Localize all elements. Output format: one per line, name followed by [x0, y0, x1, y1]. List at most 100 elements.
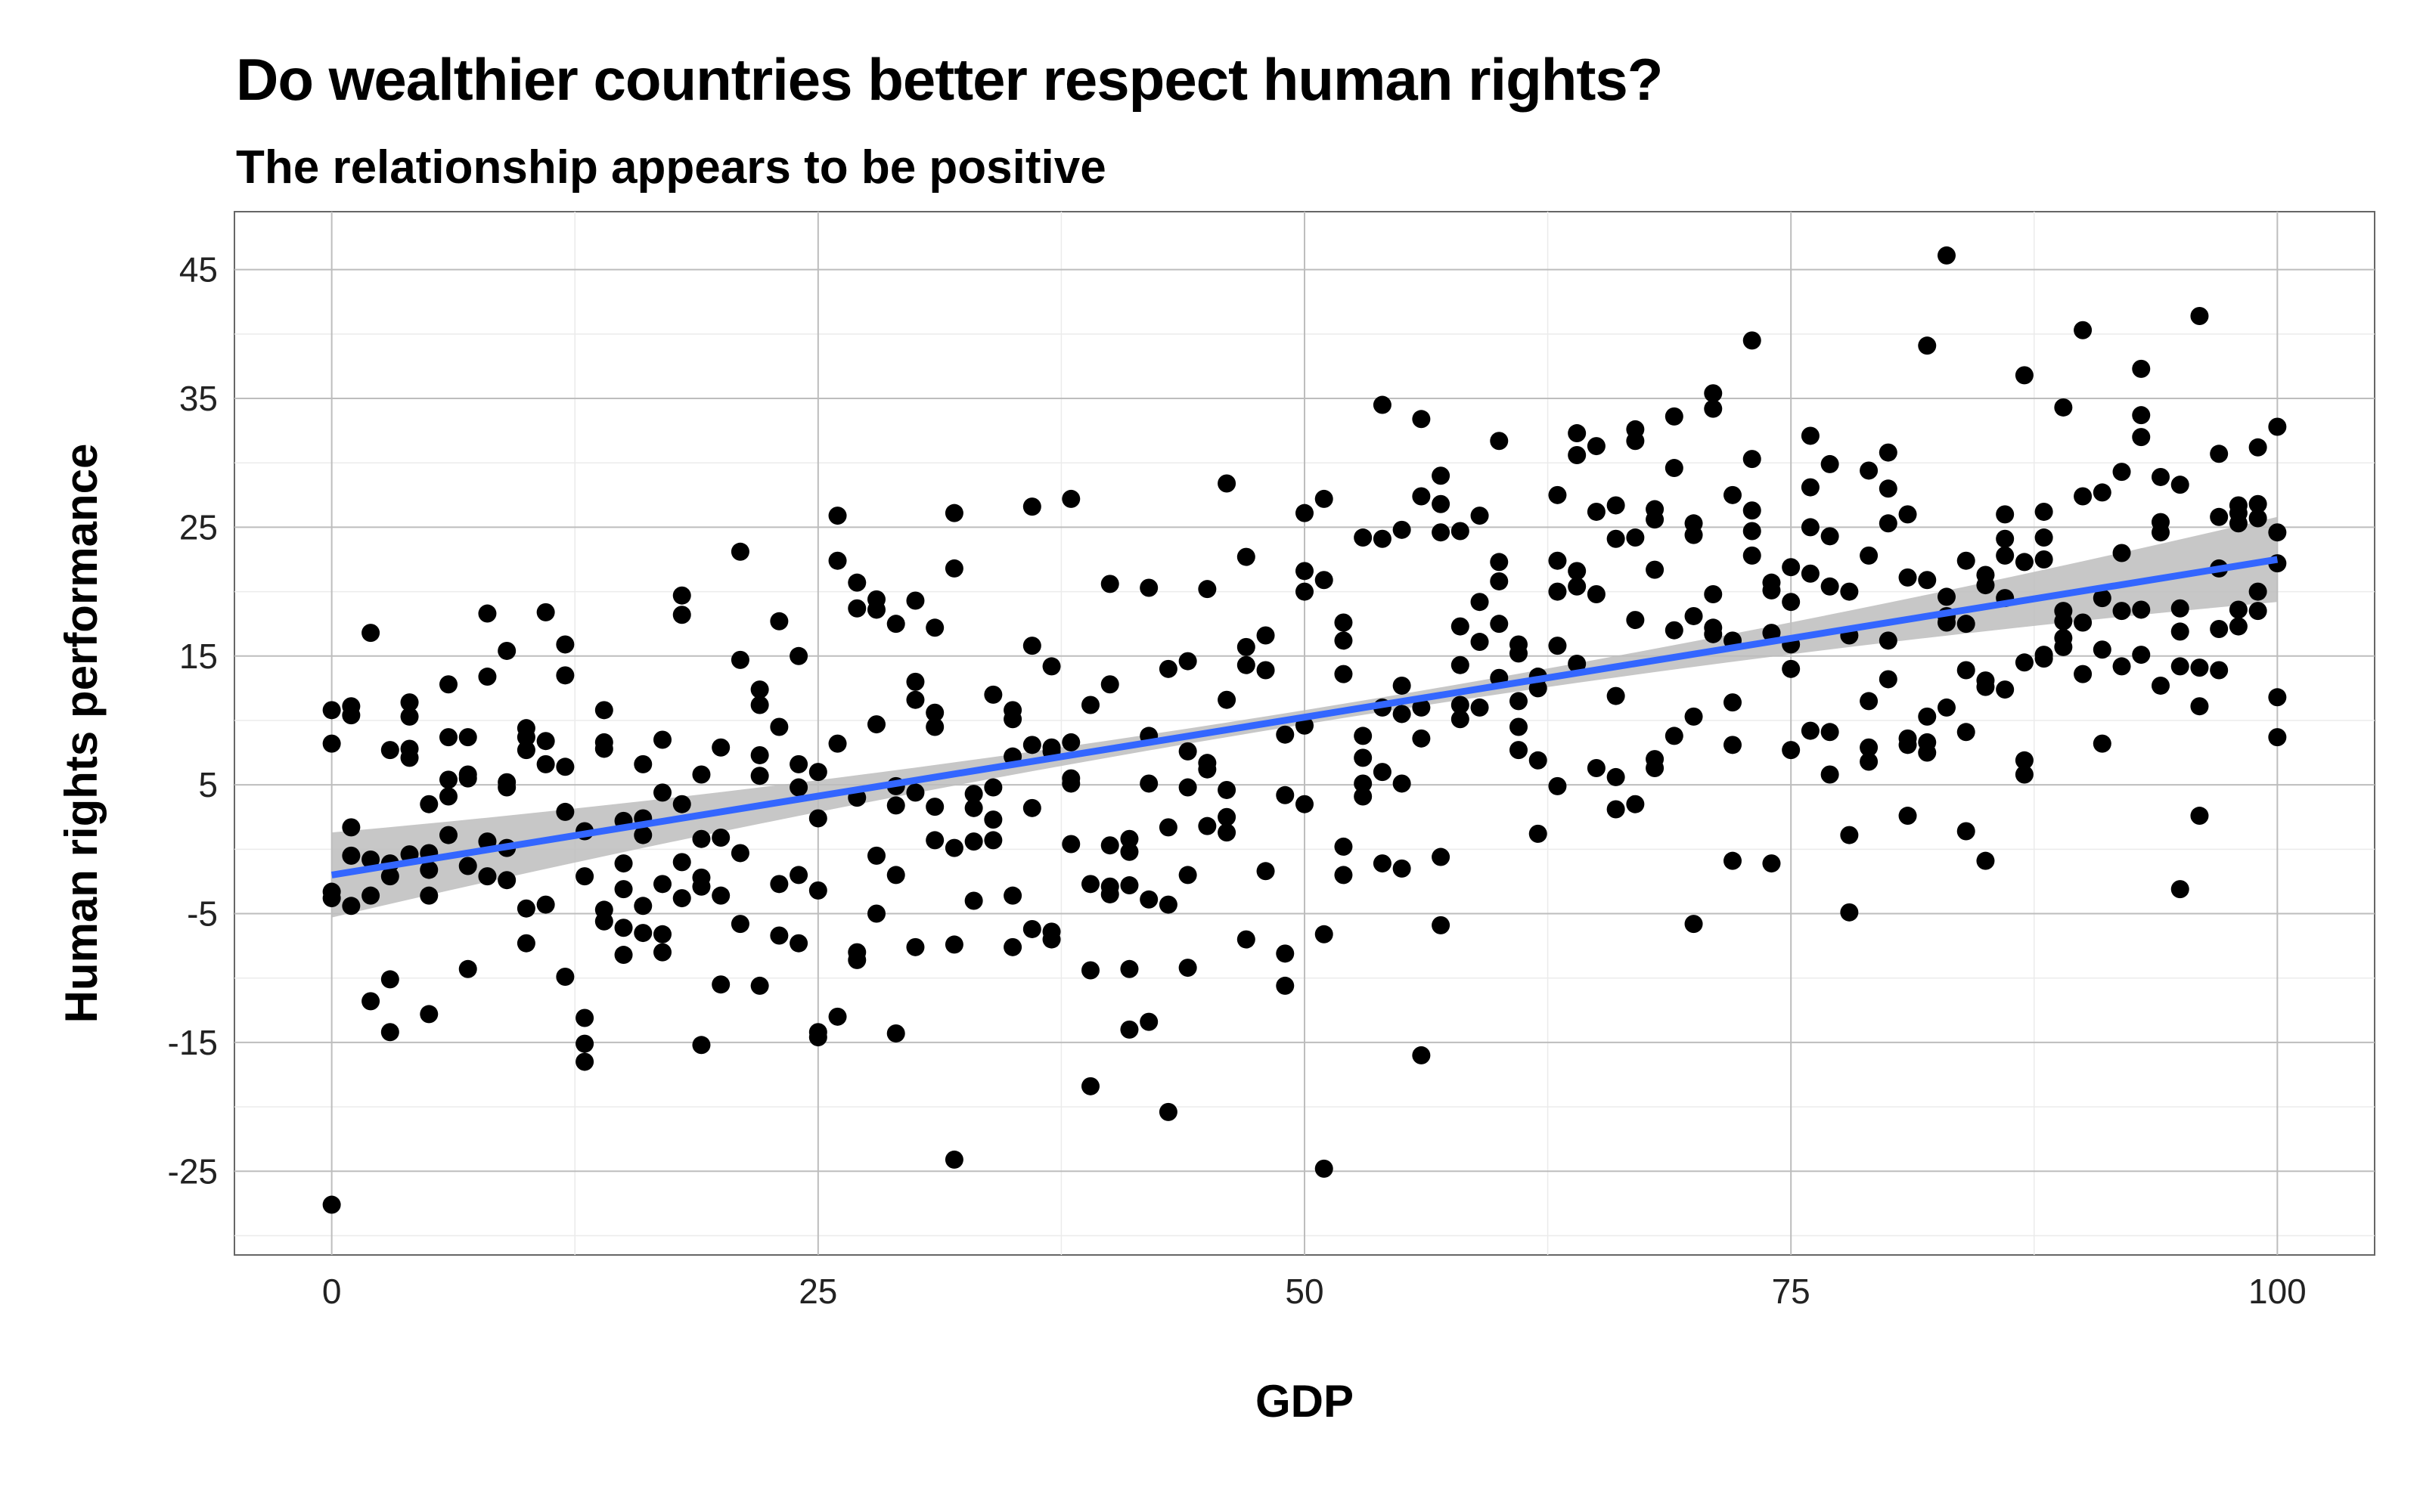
data-point [926, 717, 945, 736]
data-point [2112, 657, 2131, 676]
data-point [361, 850, 380, 869]
data-point [1140, 1012, 1159, 1031]
data-point [1918, 571, 1937, 590]
data-point [1412, 410, 1431, 429]
data-point [926, 798, 945, 816]
data-point [712, 738, 731, 757]
x-tick-label: 75 [1772, 1272, 1810, 1311]
data-point [1742, 522, 1761, 541]
data-point [1704, 585, 1723, 603]
data-point [828, 1007, 847, 1026]
data-point [1898, 807, 1917, 826]
data-point [1568, 655, 1587, 673]
data-point [2132, 600, 2151, 619]
data-point [1373, 529, 1392, 548]
data-point [1022, 798, 1041, 817]
data-point [2015, 553, 2034, 572]
data-point [1938, 613, 1956, 632]
data-point [808, 1028, 827, 1047]
data-point [1276, 976, 1295, 995]
data-point [1742, 501, 1761, 520]
data-point [517, 741, 535, 760]
data-point [1918, 336, 1937, 355]
data-point [964, 891, 983, 910]
data-point [1587, 585, 1606, 603]
data-point [1100, 575, 1119, 593]
data-point [1742, 546, 1761, 565]
data-point [1548, 637, 1567, 655]
data-point [1236, 547, 1255, 566]
data-point [2170, 657, 2189, 676]
data-point [886, 615, 905, 634]
data-point [1392, 705, 1411, 723]
data-point [1762, 581, 1781, 600]
data-point [906, 690, 925, 709]
data-point [1392, 774, 1411, 793]
points-layer [322, 246, 2287, 1214]
data-point [1198, 760, 1217, 779]
x-tick-label: 25 [799, 1272, 837, 1311]
data-point [926, 831, 945, 850]
data-point [2268, 688, 2287, 707]
data-point [380, 741, 399, 760]
data-point [984, 810, 1003, 829]
data-point [692, 1036, 711, 1055]
data-point [1432, 523, 1450, 542]
data-point [458, 857, 477, 875]
data-point [1004, 937, 1022, 956]
data-point [2210, 507, 2229, 526]
data-point [1879, 443, 1897, 462]
data-point [1782, 659, 1801, 678]
data-point [1606, 800, 1625, 819]
data-point [1022, 919, 1041, 938]
y-tick-label: -15 [168, 1023, 218, 1062]
data-point [692, 877, 711, 896]
data-point [478, 604, 497, 623]
data-point [731, 844, 749, 863]
data-point [380, 867, 399, 886]
data-point [1976, 576, 1995, 595]
data-point [420, 886, 439, 905]
data-point [712, 975, 731, 994]
data-point [1996, 529, 2015, 548]
data-point [1314, 571, 1333, 590]
data-point [498, 778, 517, 797]
data-point [1879, 514, 1897, 533]
data-point [926, 618, 945, 637]
data-point [867, 904, 886, 923]
data-point [1820, 454, 1839, 473]
data-point [1996, 680, 2015, 699]
data-point [439, 787, 458, 806]
data-point [2132, 359, 2151, 378]
data-point [2112, 602, 2131, 621]
data-point [1840, 582, 1859, 601]
data-point [1081, 875, 1100, 894]
data-point [867, 600, 886, 619]
data-point [361, 886, 380, 905]
data-point [770, 612, 789, 631]
data-point [1723, 851, 1742, 870]
data-point [536, 895, 555, 914]
data-point [1178, 866, 1197, 885]
data-point [1450, 522, 1469, 541]
data-point [2229, 600, 2248, 619]
data-point [1626, 611, 1645, 630]
data-point [2074, 321, 2093, 339]
data-point [1587, 437, 1606, 456]
data-point [1295, 503, 1314, 522]
data-point [2190, 697, 2209, 716]
data-point [750, 745, 769, 764]
data-point [458, 959, 477, 978]
data-point [867, 715, 886, 734]
data-point [498, 871, 517, 890]
data-point [731, 542, 749, 561]
data-point [1509, 692, 1528, 711]
data-point [1782, 741, 1801, 760]
data-point [1412, 1046, 1431, 1064]
data-point [1801, 721, 1820, 740]
data-point [1646, 510, 1665, 529]
data-point [2152, 467, 2170, 486]
data-point [1684, 525, 1703, 544]
x-tick-labels: 0 25 50 75 100 [322, 1272, 2307, 1311]
data-point [2229, 617, 2248, 636]
